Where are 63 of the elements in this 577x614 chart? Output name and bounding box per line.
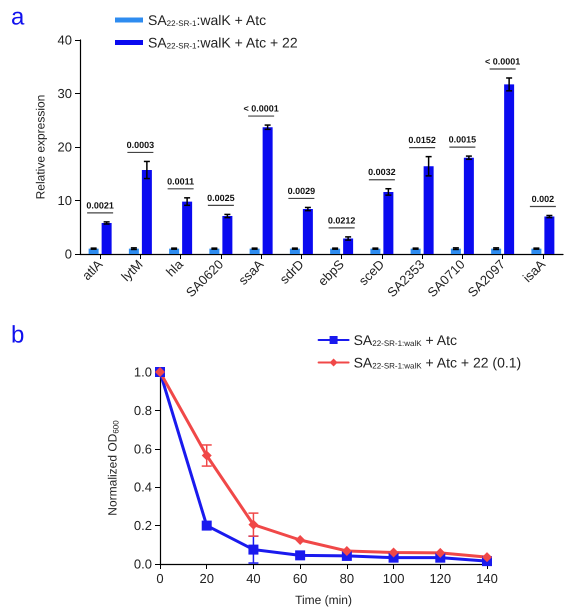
annotation: 0.0032 (368, 167, 396, 178)
bar (142, 170, 152, 254)
y-tick-label: 0.6 (134, 441, 152, 456)
annotation: 0.0003 (126, 140, 154, 150)
y-tick-label: 0.2 (134, 518, 152, 534)
x-tick-label: atlA (79, 256, 106, 284)
point (482, 552, 492, 562)
y-axis-title: Normalized OD600 (106, 420, 120, 516)
annotation: < 0.0001 (243, 104, 279, 114)
x-tick-label: 0 (156, 571, 164, 586)
bar (262, 127, 273, 254)
bar (383, 192, 394, 254)
point (295, 535, 306, 545)
x-tick-label: 120 (429, 571, 452, 586)
x-tick-label: 80 (340, 571, 354, 586)
legend-label: SA22-SR-1:walK + Atc + 22 (0.1) (354, 354, 522, 370)
x-tick-label: 20 (199, 571, 214, 586)
annotation: 0.0152 (408, 135, 436, 146)
bar (222, 216, 232, 254)
bar (464, 158, 474, 254)
point (342, 546, 352, 556)
x-tick-label: hla (163, 256, 186, 280)
legend-label: SA22-SR-1:walK + Atc (354, 332, 458, 348)
point (435, 548, 446, 558)
chart-title: a (11, 4, 25, 30)
legend-label: SA22-SR-1:walK + Atc (148, 12, 266, 28)
annotation: 0.0015 (448, 134, 476, 145)
x-tick-label: 40 (246, 571, 261, 586)
bar (544, 216, 554, 254)
chart-title: b (11, 322, 24, 348)
legend-label: SA22-SR-1:walK + Atc + 22 (148, 34, 298, 50)
bar (102, 222, 112, 254)
y-tick-label: 20 (58, 140, 72, 154)
annotation: 0.0025 (207, 192, 235, 203)
x-tick-label: 60 (292, 571, 308, 586)
point (295, 550, 306, 560)
point (202, 520, 212, 531)
bar (424, 166, 434, 254)
x-tick-label: lytM (118, 256, 146, 284)
annotation: 0.002 (532, 194, 554, 204)
bar (302, 209, 313, 254)
y-tick-label: 0.8 (134, 402, 152, 418)
bar (182, 202, 192, 254)
x-tick-label: 100 (382, 571, 404, 586)
bar (343, 238, 354, 254)
bar (504, 84, 514, 254)
y-tick-label: 10 (58, 193, 72, 208)
y-tick-label: 0.4 (134, 480, 152, 495)
annotation: 0.0021 (86, 200, 114, 210)
annotation: < 0.0001 (484, 56, 520, 66)
point (388, 547, 399, 558)
annotation: 0.0212 (328, 215, 356, 226)
y-axis-title: Relative expression (34, 94, 48, 200)
x-tick-label: 140 (476, 571, 498, 586)
y-tick-label: 40 (58, 32, 72, 48)
y-tick-label: 0 (64, 246, 72, 262)
y-tick-label: 30 (58, 86, 72, 101)
annotation: 0.0011 (167, 176, 194, 186)
y-tick-label: 1.0 (134, 364, 152, 380)
x-axis-title: Time (min) (295, 593, 352, 607)
annotation: 0.0029 (288, 186, 316, 196)
y-tick-label: 0.0 (134, 556, 152, 572)
x-tick-label: isaA (520, 256, 548, 286)
